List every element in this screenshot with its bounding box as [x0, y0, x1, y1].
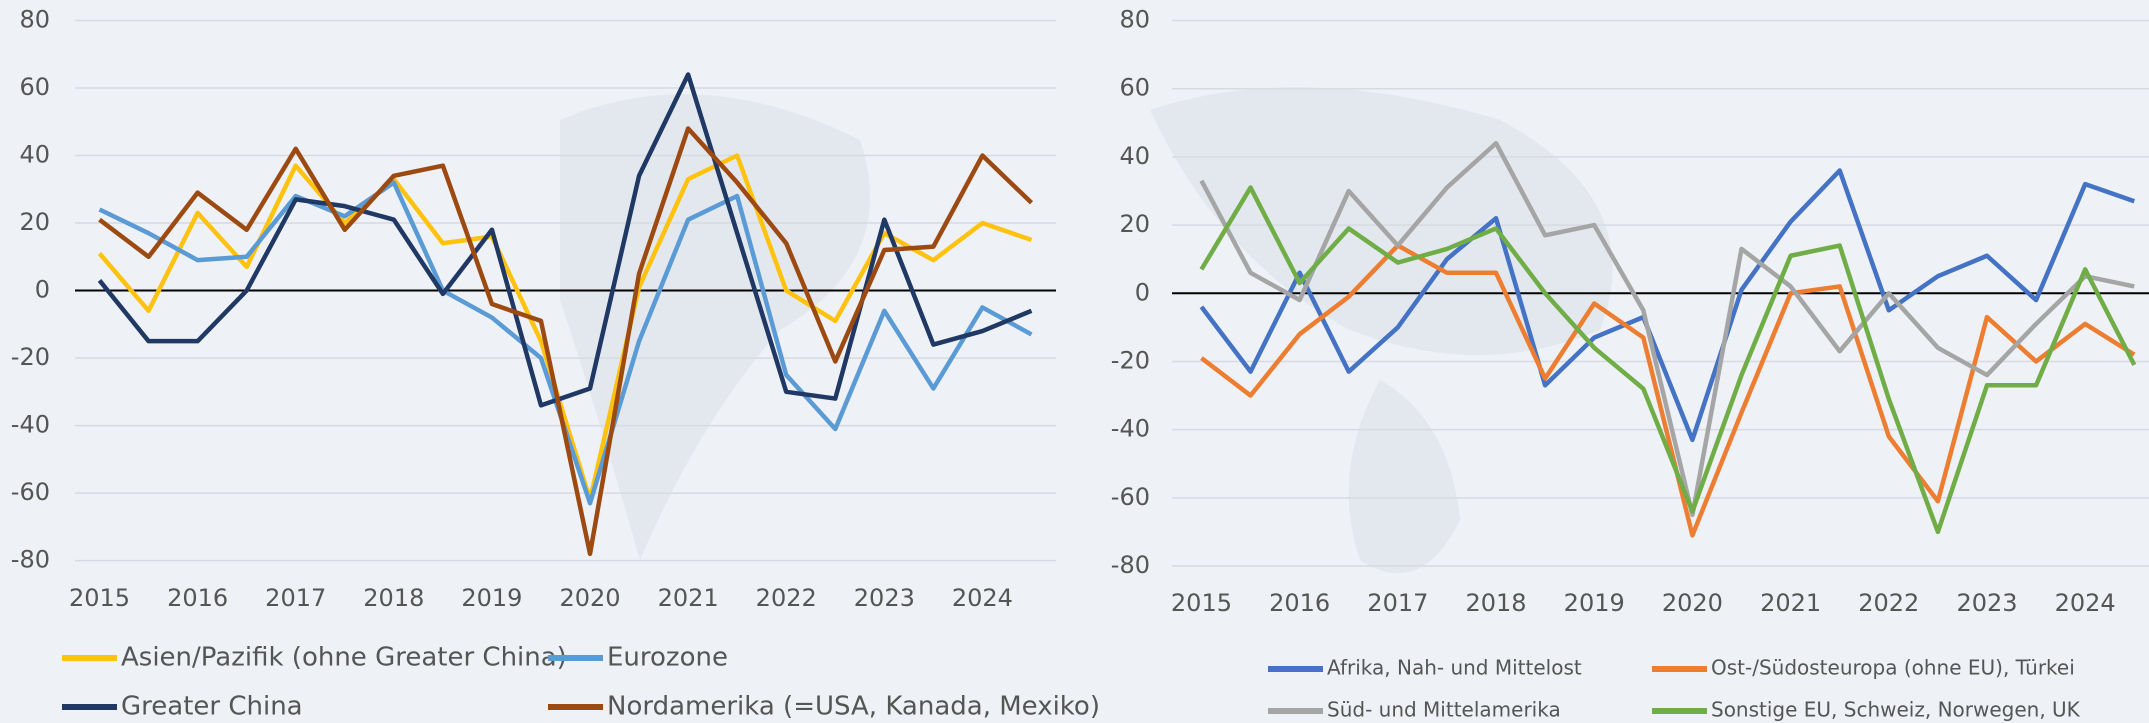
x-tick-label: 2018 — [1465, 589, 1526, 617]
map-background — [560, 87, 1613, 574]
x-tick-label: 2024 — [952, 584, 1013, 612]
x-tick-label: 2022 — [756, 584, 817, 612]
x-tick-label: 2016 — [167, 584, 228, 612]
legend-label: Nordamerika (=USA, Kanada, Mexiko) — [607, 692, 1100, 722]
x-tick-label: 2024 — [2055, 589, 2116, 617]
x-tick-label: 2019 — [1564, 589, 1625, 617]
y-tick-label: -40 — [1111, 415, 1150, 443]
legend-label: Asien/Pazifik (ohne Greater China) — [121, 643, 567, 673]
x-tick-label: 2015 — [69, 584, 130, 612]
x-tick-label: 2020 — [559, 584, 620, 612]
x-tick-label: 2022 — [1858, 589, 1919, 617]
x-tick-label: 2020 — [1662, 589, 1723, 617]
y-tick-label: 20 — [19, 208, 50, 236]
x-tick-label: 2021 — [1760, 589, 1821, 617]
legend-label: Süd- und Mittelamerika — [1327, 698, 1561, 722]
legend-label: Ost-/Südosteuropa (ohne EU), Türkei — [1711, 656, 2075, 680]
y-tick-label: 60 — [19, 73, 50, 101]
y-tick-label: 80 — [1119, 6, 1150, 34]
y-tick-label: -20 — [11, 343, 50, 371]
y-tick-label: 40 — [19, 141, 50, 169]
x-tick-label: 2016 — [1269, 589, 1330, 617]
legend-label: Afrika, Nah- und Mittelost — [1327, 656, 1582, 680]
y-tick-label: -60 — [1111, 483, 1150, 511]
y-tick-label: -40 — [11, 411, 50, 439]
series-line — [98, 126, 1034, 557]
x-tick-label: 2023 — [854, 584, 915, 612]
x-tick-label: 2019 — [461, 584, 522, 612]
x-tick-label: 2018 — [363, 584, 424, 612]
legend-label: Sonstige EU, Schweiz, Norwegen, UK — [1711, 698, 2081, 722]
y-tick-label: -20 — [1111, 346, 1150, 374]
y-tick-label: -80 — [1111, 551, 1150, 579]
y-tick-label: -80 — [11, 546, 50, 574]
series-line — [97, 72, 1033, 408]
y-tick-label: 20 — [1119, 210, 1150, 238]
x-tick-label: 2015 — [1171, 589, 1232, 617]
y-tick-label: 40 — [1119, 142, 1150, 170]
y-tick-label: 0 — [1135, 278, 1150, 306]
y-tick-label: 0 — [35, 276, 50, 304]
x-tick-label: 2017 — [1367, 589, 1428, 617]
series-line — [1199, 168, 2136, 443]
legend-label: Eurozone — [607, 643, 728, 673]
x-tick-label: 2023 — [1956, 589, 2017, 617]
y-tick-label: 60 — [1119, 74, 1150, 102]
series-line — [1199, 185, 2137, 535]
y-tick-label: -60 — [11, 478, 50, 506]
x-tick-label: 2021 — [658, 584, 719, 612]
x-tick-label: 2017 — [265, 584, 326, 612]
y-tick-label: 80 — [19, 6, 50, 34]
series-line — [1199, 140, 2135, 518]
series-line — [1200, 243, 2136, 538]
legend-label: Greater China — [121, 692, 303, 722]
